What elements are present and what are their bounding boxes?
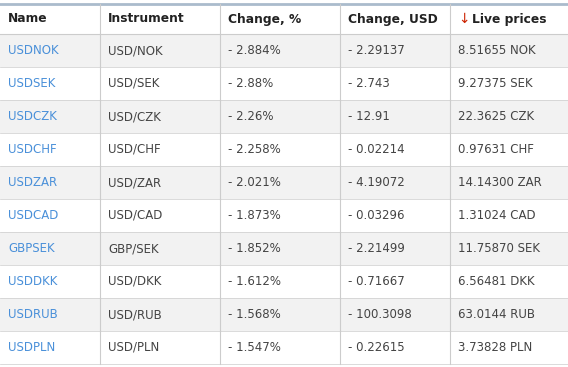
Text: USDCAD: USDCAD: [8, 209, 59, 222]
Text: - 0.71667: - 0.71667: [348, 275, 405, 288]
Text: USDSEK: USDSEK: [8, 77, 55, 90]
Text: Live prices: Live prices: [472, 12, 546, 25]
Bar: [0, 34, 568, 67]
Text: 22.3625 CZK: 22.3625 CZK: [458, 110, 534, 123]
Text: USD/SEK: USD/SEK: [108, 77, 160, 90]
Text: 63.0144 RUB: 63.0144 RUB: [458, 308, 535, 321]
Bar: [0, 298, 568, 331]
Text: USDNOK: USDNOK: [8, 44, 59, 57]
Text: - 1.852%: - 1.852%: [228, 242, 281, 255]
Text: - 2.88%: - 2.88%: [228, 77, 273, 90]
Text: USD/NOK: USD/NOK: [108, 44, 162, 57]
Bar: [0, 232, 568, 265]
Text: - 2.884%: - 2.884%: [228, 44, 281, 57]
Bar: [0, 4, 568, 34]
Text: USDPLN: USDPLN: [8, 341, 55, 354]
Text: USD/CZK: USD/CZK: [108, 110, 161, 123]
Text: GBP/SEK: GBP/SEK: [108, 242, 158, 255]
Text: - 0.02214: - 0.02214: [348, 143, 404, 156]
Text: - 1.873%: - 1.873%: [228, 209, 281, 222]
Text: USD/RUB: USD/RUB: [108, 308, 162, 321]
Text: Name: Name: [8, 12, 48, 25]
Text: - 2.29137: - 2.29137: [348, 44, 405, 57]
Text: 8.51655 NOK: 8.51655 NOK: [458, 44, 536, 57]
Text: - 1.547%: - 1.547%: [228, 341, 281, 354]
Text: USDZAR: USDZAR: [8, 176, 57, 189]
Text: Change, %: Change, %: [228, 12, 301, 25]
Text: - 2.26%: - 2.26%: [228, 110, 274, 123]
Bar: [0, 100, 568, 133]
Text: 6.56481 DKK: 6.56481 DKK: [458, 275, 534, 288]
Text: GBPSEK: GBPSEK: [8, 242, 55, 255]
Text: USD/ZAR: USD/ZAR: [108, 176, 161, 189]
Bar: [0, 166, 568, 199]
Text: - 100.3098: - 100.3098: [348, 308, 412, 321]
Text: - 1.568%: - 1.568%: [228, 308, 281, 321]
Text: USDCHF: USDCHF: [8, 143, 57, 156]
Text: ↓: ↓: [458, 12, 469, 26]
Text: USDDKK: USDDKK: [8, 275, 57, 288]
Bar: [0, 265, 568, 298]
Text: 3.73828 PLN: 3.73828 PLN: [458, 341, 532, 354]
Text: Instrument: Instrument: [108, 12, 185, 25]
Text: Change, USD: Change, USD: [348, 12, 438, 25]
Text: 0.97631 CHF: 0.97631 CHF: [458, 143, 534, 156]
Text: - 2.021%: - 2.021%: [228, 176, 281, 189]
Bar: [0, 133, 568, 166]
Bar: [0, 199, 568, 232]
Text: - 0.03296: - 0.03296: [348, 209, 404, 222]
Text: - 2.743: - 2.743: [348, 77, 390, 90]
Text: USD/DKK: USD/DKK: [108, 275, 161, 288]
Text: USD/PLN: USD/PLN: [108, 341, 159, 354]
Text: USDCZK: USDCZK: [8, 110, 57, 123]
Text: USD/CHF: USD/CHF: [108, 143, 161, 156]
Text: 14.14300 ZAR: 14.14300 ZAR: [458, 176, 542, 189]
Text: 1.31024 CAD: 1.31024 CAD: [458, 209, 536, 222]
Text: - 4.19072: - 4.19072: [348, 176, 405, 189]
Text: USD/CAD: USD/CAD: [108, 209, 162, 222]
Bar: [0, 331, 568, 364]
Text: USDRUB: USDRUB: [8, 308, 58, 321]
Text: - 2.258%: - 2.258%: [228, 143, 281, 156]
Text: - 12.91: - 12.91: [348, 110, 390, 123]
Text: - 0.22615: - 0.22615: [348, 341, 404, 354]
Text: - 1.612%: - 1.612%: [228, 275, 281, 288]
Text: - 2.21499: - 2.21499: [348, 242, 405, 255]
Text: 11.75870 SEK: 11.75870 SEK: [458, 242, 540, 255]
Bar: [0, 67, 568, 100]
Text: 9.27375 SEK: 9.27375 SEK: [458, 77, 533, 90]
